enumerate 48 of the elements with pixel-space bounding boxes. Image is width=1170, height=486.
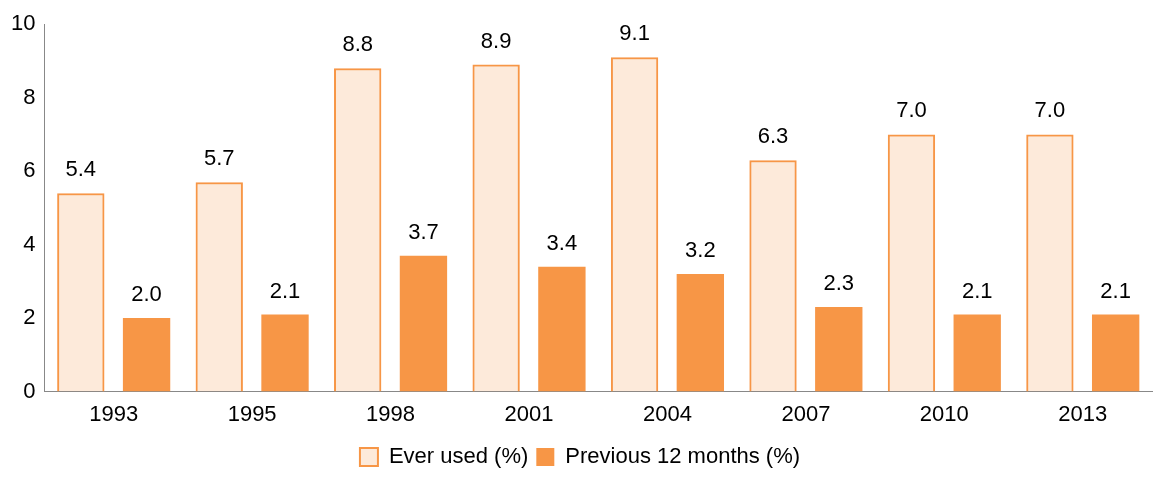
bar [749,160,797,392]
bar [122,318,171,392]
bar [261,314,309,392]
y-tick-label: 10 [10,10,36,36]
data-label: 7.0 [896,97,927,123]
x-tick-label: 2004 [642,400,692,426]
y-tick-label: 2 [23,304,36,330]
x-tick-label: 1993 [89,400,139,426]
data-label: 7.0 [1034,97,1066,123]
data-label: 5.7 [203,145,235,171]
data-label: 3.2 [685,237,716,263]
data-label: 5.4 [65,156,97,182]
bar [57,193,105,392]
x-tick-label: 2007 [781,400,831,426]
x-tick-label: 1995 [227,400,277,426]
data-label: 8.9 [480,27,512,53]
bar [399,255,448,392]
data-label: 3.7 [408,218,439,244]
data-label: 9.1 [619,20,650,46]
bar [953,314,1001,392]
bar [815,307,863,392]
data-label: 2.3 [823,270,855,296]
bar [334,68,382,392]
x-tick-label: 2010 [919,400,969,426]
bar [195,182,243,392]
y-tick-label: 0 [23,377,36,403]
bar [887,134,936,392]
data-label: 3.4 [546,229,578,255]
bar [1091,314,1140,392]
data-label: 2.1 [1100,277,1131,303]
bar [676,274,725,392]
bar [610,57,659,392]
legend-label: Ever used (%) [388,443,529,469]
data-label: 2.0 [131,281,162,307]
y-tick-label: 4 [23,230,36,256]
bar [472,64,520,392]
x-tick-label: 2013 [1058,400,1108,426]
bar [538,266,586,392]
x-tick-label: 2001 [504,400,554,426]
y-tick-label: 6 [23,157,36,183]
data-label: 2.1 [269,277,301,303]
data-label: 2.1 [961,277,993,303]
y-tick-label: 8 [23,83,36,109]
legend-label: Previous 12 months (%) [565,443,801,469]
data-label: 6.3 [757,123,789,149]
data-label: 8.8 [342,31,373,57]
bar [1026,134,1074,392]
x-tick-label: 1998 [366,400,416,426]
